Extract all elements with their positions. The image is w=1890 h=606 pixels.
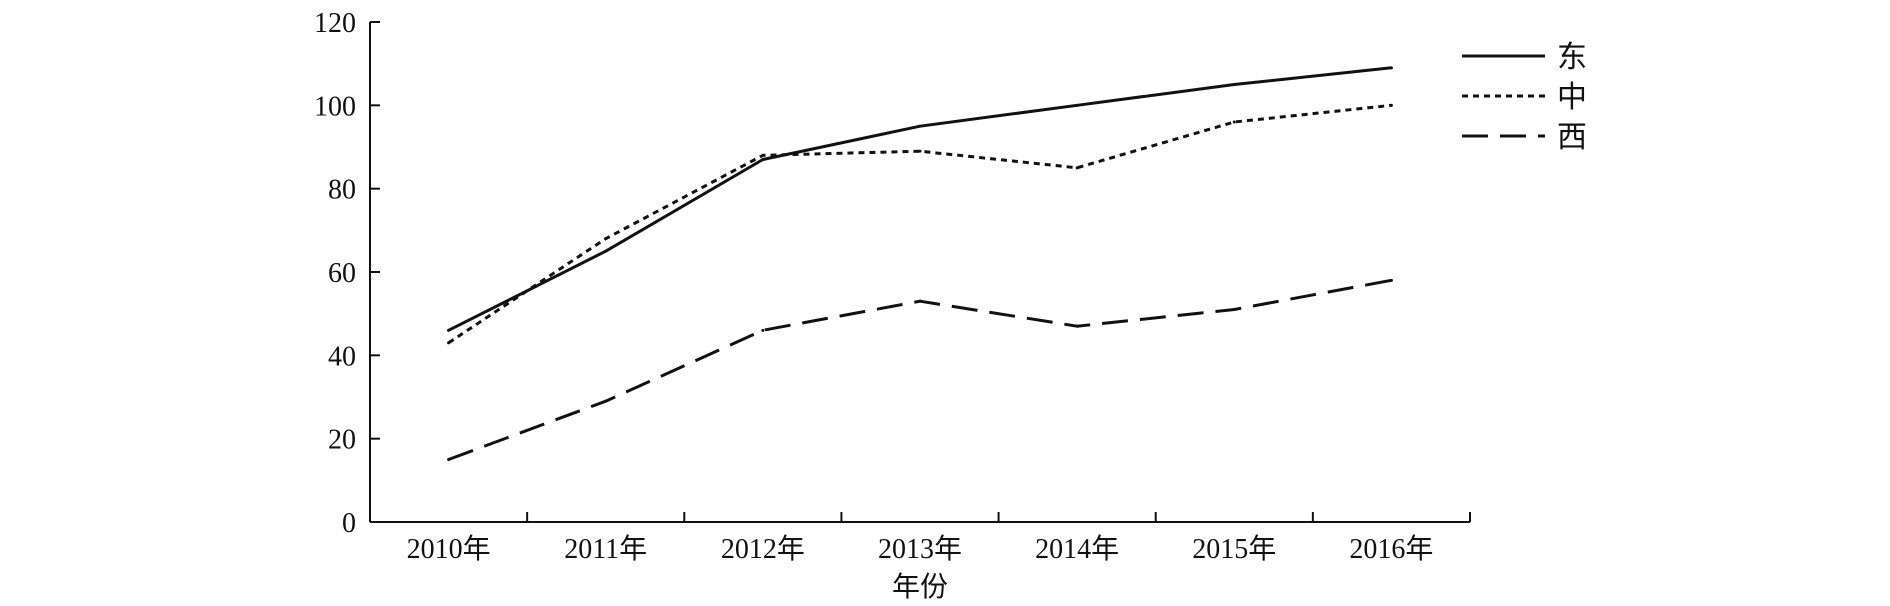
x-tick-label: 2010年 bbox=[407, 533, 491, 565]
data-point-2-6 bbox=[1389, 278, 1393, 282]
data-point-0-3 bbox=[918, 124, 922, 128]
x-tick-label: 2013年 bbox=[878, 533, 962, 565]
data-point-2-2 bbox=[761, 328, 765, 332]
data-point-1-0 bbox=[447, 341, 451, 345]
data-point-0-0 bbox=[447, 328, 451, 332]
data-point-0-6 bbox=[1389, 66, 1393, 70]
x-axis-title: 年份 bbox=[892, 571, 948, 603]
x-tick-label: 2012年 bbox=[721, 533, 805, 565]
data-point-0-4 bbox=[1075, 103, 1079, 107]
legend-label-1: 中 bbox=[1557, 81, 1587, 114]
data-point-0-1 bbox=[604, 249, 608, 253]
series-line-1 bbox=[447, 103, 1392, 345]
x-tick-label: 2011年 bbox=[564, 533, 647, 565]
x-tick-label: 2014年 bbox=[1035, 533, 1119, 565]
y-tick-label: 0 bbox=[342, 508, 356, 539]
y-tick-label: 40 bbox=[328, 341, 356, 372]
data-point-1-2 bbox=[761, 153, 765, 157]
series-lines bbox=[447, 66, 1393, 461]
data-point-2-4 bbox=[1075, 324, 1079, 328]
data-point-2-5 bbox=[1232, 308, 1236, 311]
legend: 东中西 bbox=[1462, 41, 1587, 154]
data-point-0-2 bbox=[761, 158, 765, 161]
series-line-2 bbox=[448, 278, 1392, 461]
data-point-0-5 bbox=[1232, 83, 1236, 86]
data-point-2-0 bbox=[447, 458, 451, 461]
series-line-0 bbox=[447, 66, 1392, 332]
data-point-1-3 bbox=[918, 149, 922, 153]
data-point-1-1 bbox=[604, 237, 608, 241]
y-tick-label: 120 bbox=[314, 8, 356, 39]
x-tick-label: 2015年 bbox=[1192, 533, 1276, 565]
axes bbox=[369, 22, 1470, 523]
y-tick-label: 60 bbox=[328, 258, 356, 289]
y-tick-label: 80 bbox=[328, 175, 356, 206]
y-ticks: 0 20 40 60 80 100 120 bbox=[314, 8, 380, 539]
data-point-1-6 bbox=[1389, 103, 1393, 107]
data-point-1-4 bbox=[1075, 166, 1079, 170]
data-point-2-3 bbox=[918, 299, 922, 303]
x-tick-label: 2016年 bbox=[1349, 533, 1433, 565]
legend-label-2: 西 bbox=[1557, 121, 1587, 154]
data-point-1-5 bbox=[1232, 120, 1236, 124]
y-tick-label: 20 bbox=[328, 425, 356, 456]
data-point-2-1 bbox=[604, 399, 608, 403]
legend-label-0: 东 bbox=[1557, 41, 1587, 74]
x-ticks: 2010年 2011年 2012年 2013年 2014年 2015年 2016年 bbox=[407, 512, 1471, 565]
y-tick-label: 100 bbox=[314, 91, 356, 122]
